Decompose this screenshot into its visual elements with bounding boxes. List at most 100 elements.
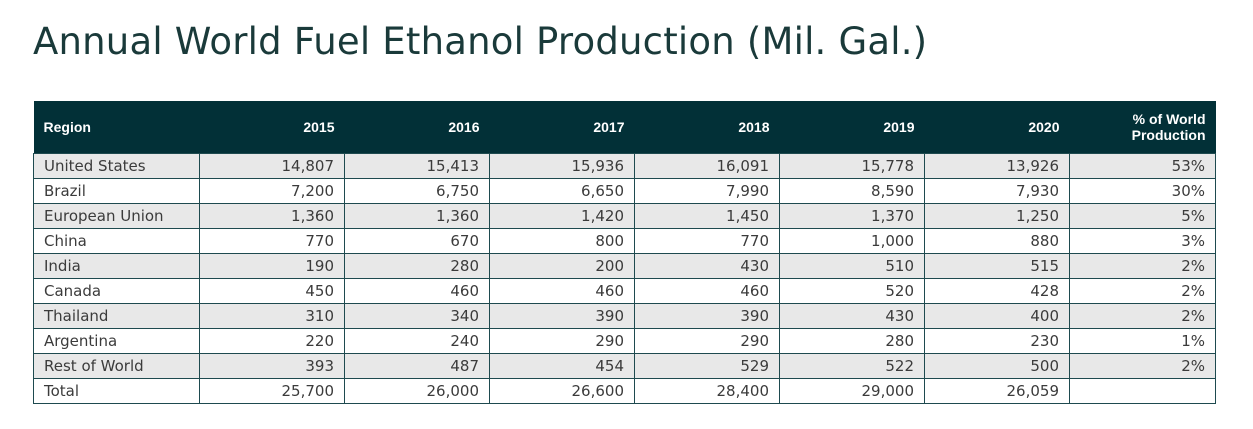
column-header-year: 2020 [924, 101, 1070, 154]
value-cell: 1,000 [779, 228, 925, 254]
value-cell: 450 [199, 278, 345, 304]
value-cell: 1,370 [779, 203, 925, 229]
value-cell: 460 [344, 278, 490, 304]
value-cell: 7,930 [924, 178, 1070, 204]
value-cell: 290 [489, 328, 635, 354]
region-cell: China [33, 228, 200, 254]
value-cell: 13,926 [924, 153, 1070, 179]
column-header-region: Region [33, 101, 200, 154]
value-cell: 16,091 [634, 153, 780, 179]
value-cell: 15,778 [779, 153, 925, 179]
column-header-year: 2018 [634, 101, 780, 154]
value-cell: 487 [344, 353, 490, 379]
value-cell: 390 [489, 303, 635, 329]
percent-cell [1069, 378, 1216, 404]
region-cell: Rest of World [33, 353, 200, 379]
percent-cell: 2% [1069, 253, 1216, 279]
column-header-year: 2017 [489, 101, 635, 154]
value-cell: 190 [199, 253, 345, 279]
value-cell: 240 [344, 328, 490, 354]
value-cell: 515 [924, 253, 1070, 279]
value-cell: 7,200 [199, 178, 345, 204]
region-cell: Canada [33, 278, 200, 304]
percent-cell: 30% [1069, 178, 1216, 204]
value-cell: 6,750 [344, 178, 490, 204]
region-cell: United States [33, 153, 200, 179]
value-cell: 428 [924, 278, 1070, 304]
table-row: China 770 670 800 770 1,000 880 3% [33, 228, 1216, 254]
value-cell: 340 [344, 303, 490, 329]
value-cell: 770 [634, 228, 780, 254]
value-cell: 290 [634, 328, 780, 354]
value-cell: 15,413 [344, 153, 490, 179]
value-cell: 500 [924, 353, 1070, 379]
value-cell: 26,059 [924, 378, 1070, 404]
ethanol-production-table: Region 2015 2016 2017 2018 2019 2020% of World… [33, 101, 1216, 404]
value-cell: 1,360 [199, 203, 345, 229]
value-cell: 1,250 [924, 203, 1070, 229]
value-cell: 230 [924, 328, 1070, 354]
table-row: Argentina 220 240 290 290 280 230 1% [33, 328, 1216, 354]
table-row: United States 14,807 15,413 15,936 16,091 15,… [33, 153, 1216, 179]
value-cell: 800 [489, 228, 635, 254]
value-cell: 8,590 [779, 178, 925, 204]
value-cell: 25,700 [199, 378, 345, 404]
value-cell: 430 [779, 303, 925, 329]
column-header-year: 2019 [779, 101, 925, 154]
value-cell: 1,450 [634, 203, 780, 229]
region-cell: Total [33, 378, 200, 404]
value-cell: 280 [344, 253, 490, 279]
value-cell: 26,600 [489, 378, 635, 404]
value-cell: 460 [634, 278, 780, 304]
region-cell: Brazil [33, 178, 200, 204]
region-cell: Argentina [33, 328, 200, 354]
region-cell: Thailand [33, 303, 200, 329]
value-cell: 310 [199, 303, 345, 329]
header-row: Region 2015 2016 2017 2018 2019 2020% of World… [33, 101, 1216, 154]
percent-cell: 2% [1069, 278, 1216, 304]
value-cell: 1,360 [344, 203, 490, 229]
value-cell: 200 [489, 253, 635, 279]
value-cell: 1,420 [489, 203, 635, 229]
percent-cell: 2% [1069, 303, 1216, 329]
value-cell: 6,650 [489, 178, 635, 204]
column-header-year: 2016 [344, 101, 490, 154]
percent-cell: 53% [1069, 153, 1216, 179]
table-row: Brazil 7,200 6,750 6,650 7,990 8,590 7,930 30% [33, 178, 1216, 204]
value-cell: 280 [779, 328, 925, 354]
percent-cell: 5% [1069, 203, 1216, 229]
table-header: Region 2015 2016 2017 2018 2019 2020% of World… [33, 101, 1216, 154]
value-cell: 770 [199, 228, 345, 254]
percent-cell: 2% [1069, 353, 1216, 379]
table-row: Total 25,700 26,000 26,600 28,400 29,000 26,05… [33, 378, 1216, 404]
region-cell: European Union [33, 203, 200, 229]
column-header-percent: % of World Production [1069, 101, 1216, 154]
value-cell: 15,936 [489, 153, 635, 179]
column-header-year: 2015 [199, 101, 345, 154]
value-cell: 454 [489, 353, 635, 379]
value-cell: 14,807 [199, 153, 345, 179]
value-cell: 220 [199, 328, 345, 354]
table-body: United States 14,807 15,413 15,936 16,091 15,… [33, 153, 1216, 404]
value-cell: 670 [344, 228, 490, 254]
value-cell: 460 [489, 278, 635, 304]
table-row: India 190 280 200 430 510 515 2% [33, 253, 1216, 279]
value-cell: 520 [779, 278, 925, 304]
value-cell: 529 [634, 353, 780, 379]
value-cell: 400 [924, 303, 1070, 329]
value-cell: 510 [779, 253, 925, 279]
value-cell: 880 [924, 228, 1070, 254]
region-cell: India [33, 253, 200, 279]
percent-cell: 1% [1069, 328, 1216, 354]
table-row: Thailand 310 340 390 390 430 400 2% [33, 303, 1216, 329]
value-cell: 28,400 [634, 378, 780, 404]
value-cell: 393 [199, 353, 345, 379]
value-cell: 430 [634, 253, 780, 279]
value-cell: 7,990 [634, 178, 780, 204]
value-cell: 522 [779, 353, 925, 379]
table-row: European Union 1,360 1,360 1,420 1,450 1,370 1… [33, 203, 1216, 229]
table-row: Canada 450 460 460 460 520 428 2% [33, 278, 1216, 304]
page-title: Annual World Fuel Ethanol Production (Mi… [33, 20, 928, 63]
percent-cell: 3% [1069, 228, 1216, 254]
value-cell: 29,000 [779, 378, 925, 404]
